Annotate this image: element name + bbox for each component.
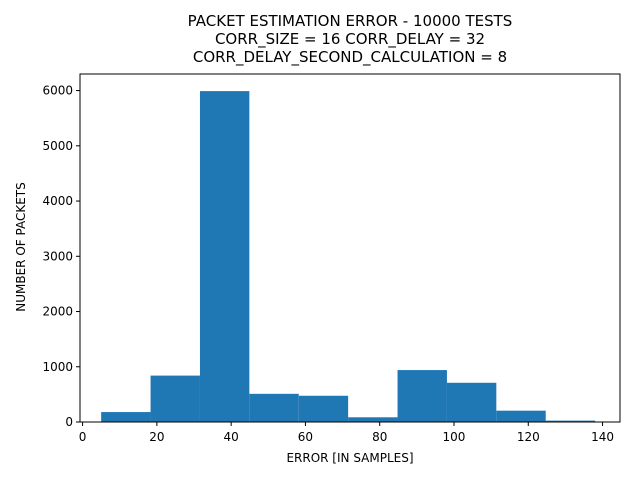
plot-frame: [79, 73, 621, 423]
x-tick-label: 100: [443, 430, 466, 444]
histogram-bar-4: [249, 393, 299, 422]
x-tick-label: 80: [372, 430, 387, 444]
x-tick-label: 20: [149, 430, 164, 444]
y-tick-label: 2000: [42, 305, 73, 319]
x-tick-label: 60: [298, 430, 313, 444]
histogram-bar-6: [348, 417, 398, 422]
chart-title-line-2: CORR_SIZE = 16 CORR_DELAY = 32: [215, 30, 485, 49]
y-tick-label: 1000: [42, 360, 73, 374]
x-axis-label: ERROR [IN SAMPLES]: [286, 451, 413, 465]
chart-title-line-1: PACKET ESTIMATION ERROR - 10000 TESTS: [188, 12, 513, 30]
y-axis-label: NUMBER OF PACKETS: [14, 182, 28, 312]
y-tick-label: 5000: [42, 139, 73, 153]
y-tick-label: 6000: [42, 84, 73, 98]
bars-group: [101, 91, 596, 423]
x-tick-label: 140: [591, 430, 614, 444]
x-tick-label: 40: [224, 430, 239, 444]
histogram-bar-1: [101, 412, 151, 422]
x-tick-label: 120: [517, 430, 540, 444]
histogram-bar-7: [397, 370, 447, 422]
histogram-bar-10: [545, 420, 596, 422]
y-tick-label: 3000: [42, 249, 73, 263]
histogram-bar-9: [496, 410, 546, 422]
y-tick-label: 4000: [42, 194, 73, 208]
histogram-bar-2: [150, 375, 200, 422]
y-axis-ticks: 0 1000 2000 3000 4000 5000 6000: [42, 84, 80, 429]
y-tick-label: 0: [65, 415, 73, 429]
histogram-bar-5: [298, 395, 349, 422]
histogram-bar-3: [199, 91, 250, 423]
chart-title-line-3: CORR_DELAY_SECOND_CALCULATION = 8: [193, 48, 507, 67]
x-axis-ticks: 0 20 40 60 80 100 120 140: [79, 422, 614, 444]
x-tick-label: 0: [79, 430, 87, 444]
histogram-bar-8: [446, 382, 497, 422]
